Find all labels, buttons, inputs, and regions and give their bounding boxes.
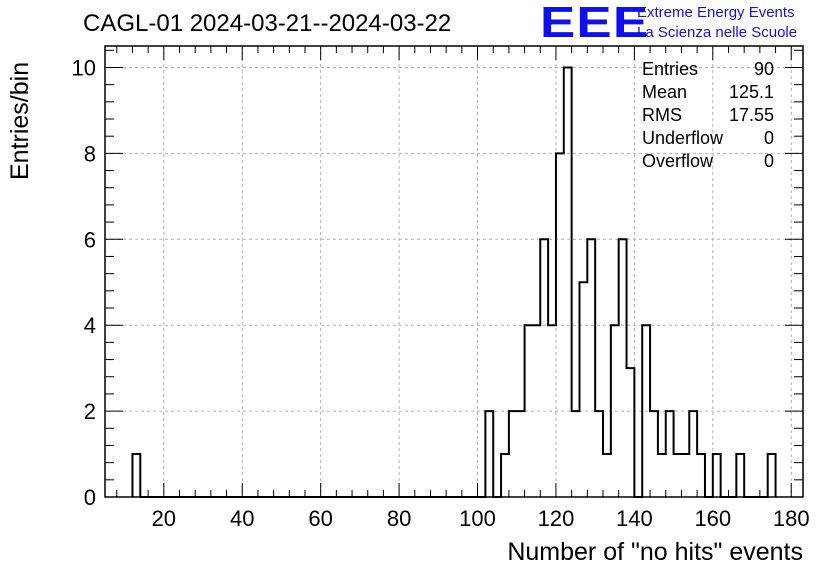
stats-value: 125.1 — [728, 82, 774, 102]
x-tick-label: 140 — [616, 506, 653, 531]
histogram-bin — [697, 454, 705, 497]
histogram-bin — [666, 411, 674, 497]
histogram-bin — [603, 454, 611, 497]
histogram-bin — [713, 454, 721, 497]
stats-label: Underflow — [642, 128, 724, 148]
stats-row-entries: Entries 90 — [636, 58, 780, 81]
y-tick-label: 0 — [84, 485, 96, 510]
x-tick-label: 40 — [230, 506, 254, 531]
y-tick-label: 8 — [84, 141, 96, 166]
histogram-bin — [579, 282, 587, 497]
x-tick-label: 180 — [773, 506, 810, 531]
histogram-bin — [132, 454, 140, 497]
y-tick-label: 10 — [72, 55, 96, 80]
stats-value: 17.55 — [728, 105, 774, 125]
x-tick-label: 100 — [459, 506, 496, 531]
histogram-bin — [736, 454, 744, 497]
stats-value: 0 — [763, 151, 774, 171]
plot-frame — [104, 45, 804, 498]
x-tick-label: 60 — [308, 506, 332, 531]
chart-title: CAGL-01 2024-03-21--2024-03-22 — [83, 10, 452, 37]
x-tick-label: 80 — [387, 506, 411, 531]
stats-label: Entries — [642, 59, 699, 79]
histogram-outline — [131, 66, 777, 498]
logo-line-1: Extreme Energy Events — [637, 4, 795, 21]
stats-row-underflow: Underflow 0 — [636, 127, 780, 150]
y-tick-label: 2 — [84, 399, 96, 424]
stats-label: Overflow — [642, 151, 714, 171]
stats-label: RMS — [642, 105, 682, 125]
y-tick-label: 6 — [84, 227, 96, 252]
histogram-bin — [689, 411, 697, 497]
axis-ticks — [105, 46, 803, 498]
histogram-bin — [595, 411, 603, 497]
stats-label: Mean — [642, 82, 688, 102]
stats-row-mean: Mean 125.1 — [636, 81, 780, 104]
histogram-bin — [627, 368, 635, 497]
histogram-bin — [619, 239, 627, 497]
histogram-bin — [517, 411, 525, 497]
stats-box: Entries 90 Mean 125.1 RMS 17.55 Underflo… — [636, 58, 780, 173]
x-tick-label: 20 — [152, 506, 176, 531]
histogram-bin — [509, 411, 517, 497]
histogram-bin — [674, 454, 682, 497]
eee-logo: EEE — [540, 0, 650, 47]
logo-line-2: La Scienza nelle Scuole — [637, 24, 798, 41]
stats-row-rms: RMS 17.55 — [636, 104, 780, 127]
histogram-bin — [572, 411, 580, 497]
tick-labels: 20 40 60 80 100 120 140 160 180 0 2 4 6 8 10 — [72, 55, 810, 531]
histogram-bin — [501, 454, 509, 497]
x-tick-label: 160 — [694, 506, 731, 531]
x-tick-label: 120 — [538, 506, 575, 531]
histogram-bin — [658, 454, 666, 497]
histogram-bin — [540, 239, 548, 497]
histogram-bin — [681, 454, 689, 497]
x-axis-label: Number of "no hits" events — [507, 538, 803, 566]
stats-value: 0 — [763, 128, 774, 148]
histogram-bin — [587, 239, 595, 497]
histogram-bin — [564, 67, 572, 497]
stats-value: 90 — [753, 59, 774, 79]
grid-lines — [105, 46, 803, 497]
y-axis-label: Entries/bin — [6, 61, 34, 180]
stats-row-overflow: Overflow 0 — [636, 150, 780, 173]
y-tick-label: 4 — [84, 313, 96, 338]
histogram-bin — [768, 454, 776, 497]
histogram-bin — [650, 411, 658, 497]
histogram-bin — [485, 411, 493, 497]
